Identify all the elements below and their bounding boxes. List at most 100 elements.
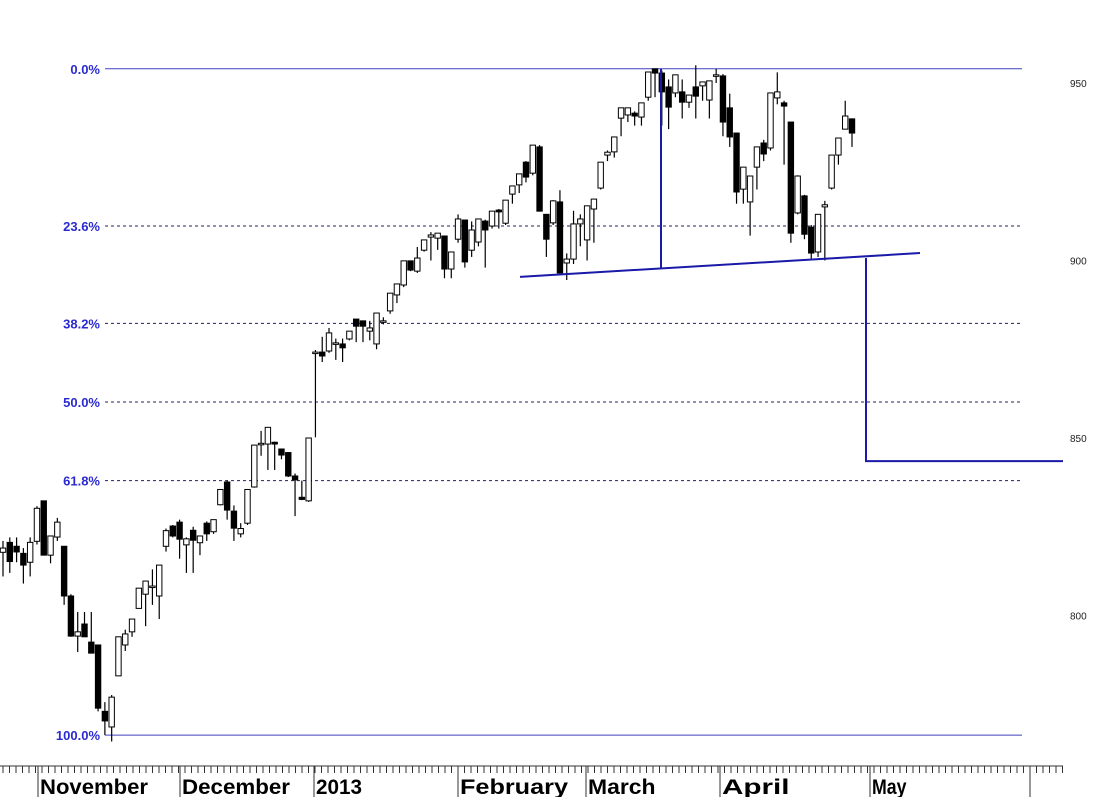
candle-up: [33, 507, 41, 542]
candle-down: [60, 545, 68, 597]
price-tick-label: 800: [1070, 612, 1087, 623]
candle-down: [203, 522, 210, 535]
candle-up: [332, 342, 340, 345]
fib-label: 50.0%: [63, 395, 100, 410]
neckline: [519, 252, 921, 278]
candle-down: [733, 132, 740, 193]
candle-up: [312, 351, 319, 355]
fib-label: 100.0%: [56, 728, 101, 743]
candle-up: [570, 223, 577, 260]
candle-up: [617, 107, 625, 119]
candle-up: [393, 283, 401, 296]
candle-down: [230, 510, 238, 529]
candle-up: [156, 564, 163, 597]
candle-up: [162, 530, 170, 547]
candle-up: [135, 587, 143, 609]
candle-down: [441, 235, 448, 270]
candle-up: [577, 218, 584, 225]
price-axis: 800 850 900 950: [1070, 79, 1087, 623]
month-label: May: [872, 776, 907, 797]
candle-up: [672, 74, 679, 94]
candle-up: [638, 102, 645, 118]
price-tick-label: 950: [1070, 79, 1087, 90]
candle-up: [108, 696, 115, 728]
candle-down: [285, 452, 292, 477]
candle-up: [454, 218, 462, 240]
candle-up: [611, 136, 618, 153]
candle-up: [414, 257, 421, 272]
candle-down: [407, 260, 414, 271]
candle-down: [81, 623, 88, 638]
candle-up: [515, 173, 523, 186]
candle-down: [13, 545, 20, 553]
fib-label: 38.2%: [63, 316, 100, 331]
candle-up: [115, 636, 122, 677]
candle-up: [774, 91, 781, 99]
candle-up: [597, 161, 604, 189]
candle-up: [217, 488, 224, 506]
candle-up: [122, 633, 129, 646]
candle-up: [196, 535, 204, 544]
candle-down: [67, 595, 75, 637]
candle-down: [20, 552, 27, 566]
candle-down: [719, 75, 727, 123]
candle-up: [712, 74, 720, 77]
candle-down: [359, 320, 367, 327]
candle-up: [47, 535, 54, 556]
candle-up: [54, 521, 61, 538]
candle-up: [366, 327, 373, 332]
fib-label: 0.0%: [70, 62, 100, 77]
fibonacci-levels: 0.0% 23.6% 38.2% 50.0% 61.8% 100.0%: [56, 62, 1022, 743]
candle-down: [176, 521, 183, 540]
month-label: 2013: [316, 776, 362, 797]
candle-down: [556, 201, 564, 274]
candle-down: [94, 644, 102, 709]
month-label: March: [588, 776, 656, 797]
candle-up: [346, 330, 353, 340]
candle-up: [420, 239, 428, 251]
candle-up: [448, 251, 455, 270]
candle-up: [0, 547, 7, 553]
pattern-annotations: [519, 68, 1063, 463]
candle-up: [380, 320, 387, 323]
candle-up: [509, 185, 516, 195]
candle-up: [128, 618, 136, 633]
candle-down: [801, 195, 808, 235]
candle-up: [740, 166, 747, 190]
candle-up: [305, 437, 312, 502]
candle-up: [842, 115, 849, 130]
candle-up: [604, 151, 611, 156]
candle-up: [210, 519, 217, 533]
candle-up: [502, 199, 509, 224]
candle-down: [6, 541, 13, 563]
candle-down: [88, 641, 95, 654]
candle-up: [645, 71, 652, 98]
candle-up: [475, 218, 482, 243]
candle-down: [808, 226, 815, 254]
candle-down: [726, 107, 733, 138]
candle-down: [692, 86, 699, 97]
candle-up: [529, 144, 536, 174]
candle-down: [665, 86, 672, 108]
candle-down: [271, 441, 278, 445]
candle-up: [149, 585, 156, 589]
month-label: April: [722, 776, 790, 797]
candle-up: [685, 94, 693, 103]
candle-up: [590, 198, 598, 210]
candles: [0, 65, 856, 742]
candle-down: [522, 161, 530, 178]
candle-up: [699, 81, 706, 87]
time-axis: November December 2013 February March April Ma…: [0, 765, 1063, 797]
candle-up: [434, 232, 441, 239]
candle-down: [787, 121, 795, 234]
candle-down: [189, 529, 197, 541]
candle-up: [257, 442, 265, 446]
candle-down: [278, 448, 285, 456]
price-tick-label: 900: [1070, 257, 1087, 268]
candle-down: [543, 213, 550, 240]
candle-down: [169, 525, 177, 537]
candle-up: [325, 332, 333, 352]
candle-up: [794, 175, 801, 214]
candle-up: [427, 234, 435, 238]
